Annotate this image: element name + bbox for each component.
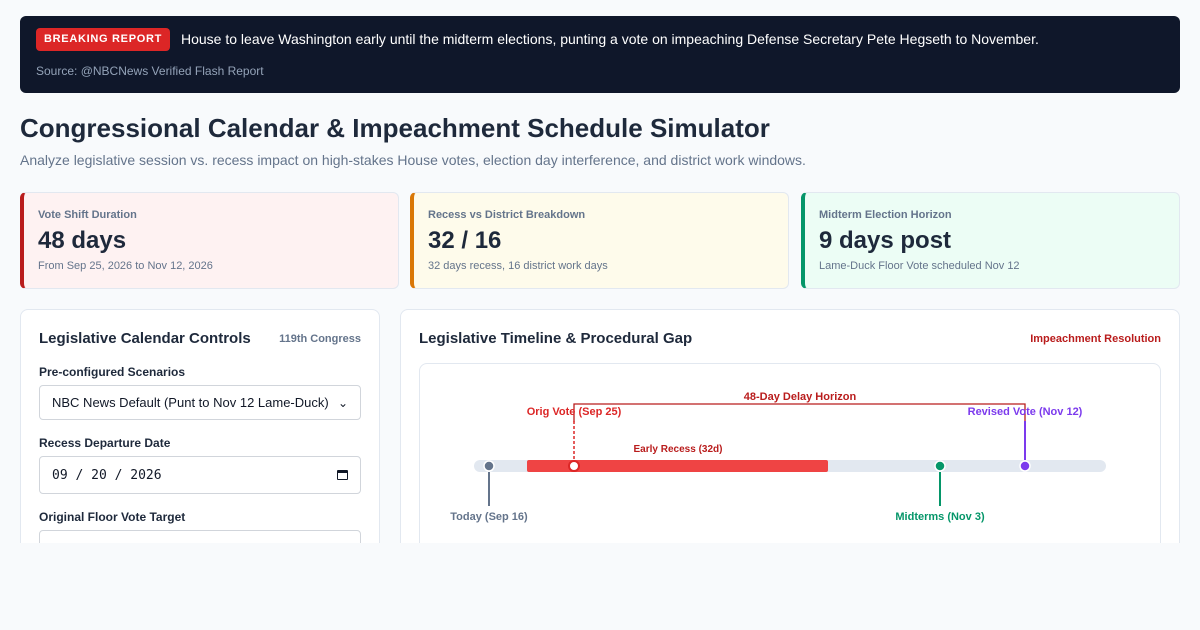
recess-date-value: 09 / 20 / 2026 bbox=[52, 467, 162, 483]
stat-note: 32 days recess, 16 district work days bbox=[428, 260, 608, 272]
timeline-title: Legislative Timeline & Procedural Gap bbox=[419, 330, 693, 347]
recess-date-input[interactable]: 09 / 20 / 2026 bbox=[39, 456, 361, 494]
stat-label: Vote Shift Duration bbox=[38, 209, 137, 221]
stat-value: 9 days post bbox=[819, 227, 952, 254]
stat-value: 48 days bbox=[38, 227, 127, 254]
midterms-label: Midterms (Nov 3) bbox=[895, 511, 985, 523]
calendar-controls-panel: Legislative Calendar Controls 119th Cong… bbox=[20, 309, 380, 569]
congress-badge: 119th Congress bbox=[279, 333, 361, 345]
revised-vote-label: Revised Vote (Nov 12) bbox=[968, 406, 1083, 418]
early-recess-label: Early Recess (32d) bbox=[634, 444, 723, 455]
stat-value: 32 / 16 bbox=[428, 227, 502, 254]
controls-title: Legislative Calendar Controls bbox=[39, 330, 251, 347]
stat-label: Recess vs District Breakdown bbox=[428, 209, 586, 221]
impeachment-tag: Impeachment Resolution bbox=[1030, 333, 1161, 345]
viewport-cutoff bbox=[0, 543, 1200, 630]
banner-headline: House to leave Washington early until th… bbox=[181, 31, 1039, 47]
orig-vote-marker[interactable] bbox=[568, 460, 580, 472]
stat-note: From Sep 25, 2026 to Nov 12, 2026 bbox=[38, 260, 213, 272]
calendar-icon[interactable] bbox=[337, 470, 348, 480]
stat-note: Lame-Duck Floor Vote scheduled Nov 12 bbox=[819, 260, 1020, 272]
timeline-panel: Legislative Timeline & Procedural Gap Im… bbox=[400, 309, 1180, 569]
scenario-select[interactable]: NBC News Default (Punt to Nov 12 Lame-Du… bbox=[39, 385, 361, 420]
page-title: Congressional Calendar & Impeachment Sch… bbox=[20, 113, 770, 143]
page-subtitle: Analyze legislative session vs. recess i… bbox=[20, 152, 806, 168]
timeline-svg: 48-Day Delay Horizon Orig Vote (Sep 25) … bbox=[450, 391, 1106, 523]
midterms-marker[interactable] bbox=[934, 460, 946, 472]
banner-source: Source: @NBCNews Verified Flash Report bbox=[36, 64, 264, 78]
stat-card-midterm-horizon: Midterm Election Horizon 9 days post Lam… bbox=[801, 192, 1180, 289]
chevron-down-icon: ⌄ bbox=[337, 395, 348, 410]
stat-card-vote-shift: Vote Shift Duration 48 days From Sep 25,… bbox=[20, 192, 399, 289]
recess-date-label: Recess Departure Date bbox=[39, 436, 171, 450]
breaking-banner: BREAKING REPORT House to leave Washingto… bbox=[20, 16, 1180, 93]
orig-vote-label: Orig Vote (Sep 25) bbox=[527, 406, 622, 418]
scenario-label: Pre-configured Scenarios bbox=[39, 365, 186, 379]
today-marker[interactable] bbox=[483, 460, 495, 472]
timeline-chart: 48-Day Delay Horizon Orig Vote (Sep 25) … bbox=[419, 363, 1161, 568]
stat-card-recess-breakdown: Recess vs District Breakdown 32 / 16 32 … bbox=[410, 192, 789, 289]
delay-bracket bbox=[573, 403, 1026, 422]
orig-vote-label: Original Floor Vote Target bbox=[39, 510, 186, 524]
early-recess-bar bbox=[527, 460, 828, 472]
revised-vote-marker[interactable] bbox=[1019, 460, 1031, 472]
breaking-badge: BREAKING REPORT bbox=[36, 28, 171, 51]
scenario-value: NBC News Default (Punt to Nov 12 Lame-Du… bbox=[52, 395, 329, 410]
delay-horizon-label: 48-Day Delay Horizon bbox=[744, 391, 857, 403]
stat-label: Midterm Election Horizon bbox=[819, 209, 952, 221]
today-label: Today (Sep 16) bbox=[450, 511, 528, 523]
